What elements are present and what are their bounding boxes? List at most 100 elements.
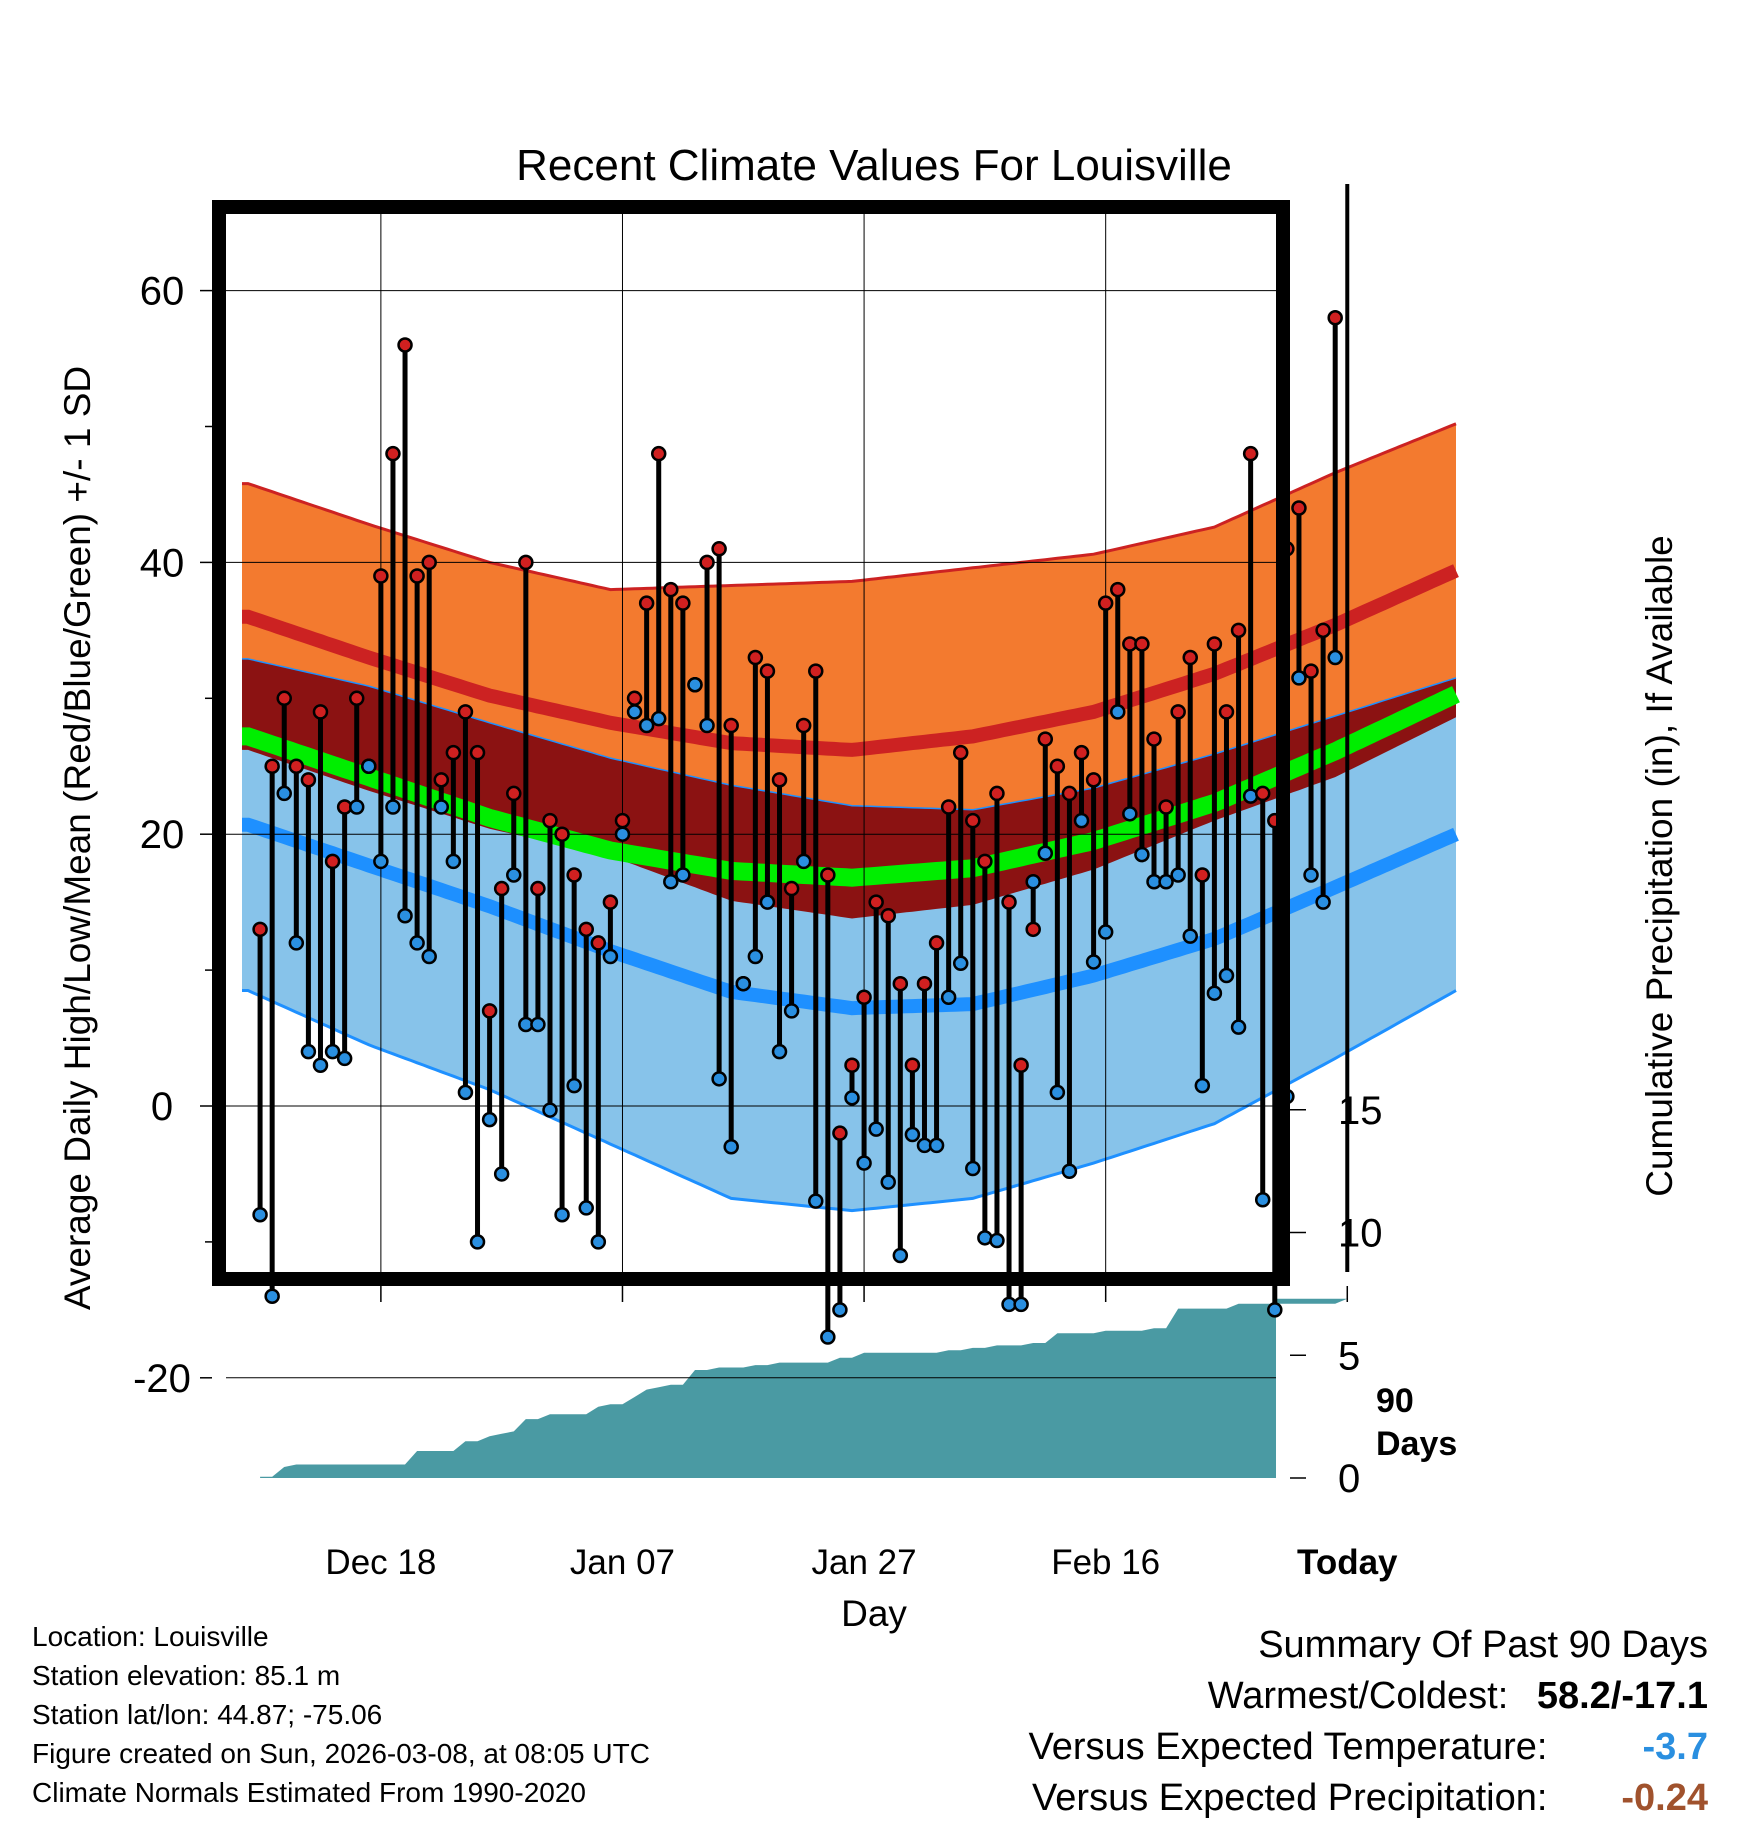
daily-low-point — [638, 717, 655, 734]
daily-low-point — [469, 1234, 486, 1250]
daily-low-point — [1254, 1192, 1271, 1208]
plot-frame — [212, 200, 1290, 1286]
daily-high-point — [542, 812, 558, 829]
daily-high-point — [397, 337, 413, 353]
daily-high-point — [506, 785, 522, 802]
daily-low-point — [1170, 867, 1186, 883]
x-tick-label: Jan 07 — [570, 1543, 675, 1582]
daily-low-point — [711, 1071, 727, 1087]
daily-low-point — [1013, 1296, 1029, 1313]
daily-high-point — [916, 975, 933, 992]
daily-high-point — [723, 717, 739, 734]
daily-low-point — [1315, 894, 1331, 910]
y-tick-label: 60 — [140, 270, 185, 314]
elevation-text: Station elevation: 85.1 m — [32, 1660, 341, 1691]
station-metadata: Location: Louisville Station elevation: … — [32, 1617, 650, 1812]
daily-low-point — [820, 1329, 836, 1345]
daily-high-point — [590, 935, 607, 951]
daily-high-point — [264, 758, 280, 774]
normals-text: Climate Normals Estimated From 1990-2020 — [32, 1777, 586, 1808]
daily-low-point — [783, 1003, 800, 1019]
daily-low-point — [312, 1057, 329, 1073]
summary-heading: Summary Of Past 90 Days — [1258, 1624, 1708, 1666]
daily-low-point — [1158, 874, 1174, 890]
daily-high-point — [880, 907, 896, 924]
x-tick-label: Today — [1297, 1543, 1398, 1582]
daily-high-point — [1025, 921, 1041, 938]
daily-low-point — [530, 1016, 546, 1033]
daily-low-point — [892, 1247, 909, 1264]
daily-low-point — [1025, 874, 1041, 890]
daily-high-point — [1327, 310, 1343, 326]
daily-high-point — [445, 744, 462, 761]
x-tick-label: Feb 16 — [1051, 1543, 1160, 1582]
daily-low-point — [832, 1302, 848, 1318]
x-tick-label: Jan 27 — [812, 1543, 917, 1582]
daily-low-point — [324, 1043, 341, 1060]
daily-high-point — [252, 921, 268, 938]
daily-low-point — [735, 975, 752, 992]
daily-high-point — [928, 935, 945, 951]
daily-low-point — [397, 907, 413, 924]
daily-high-point — [457, 704, 474, 720]
daily-high-point — [977, 853, 993, 870]
daily-high-point — [1134, 636, 1150, 652]
daily-low-point — [650, 710, 667, 727]
daily-low-point — [808, 1193, 824, 1209]
daily-high-point — [783, 880, 800, 897]
daily-low-point — [1085, 954, 1102, 970]
daily-low-point — [578, 1200, 594, 1216]
daily-low-point — [856, 1155, 872, 1171]
daily-low-point — [373, 853, 389, 870]
daily-low-point — [445, 853, 462, 870]
y2-tick-label: 15 — [1338, 1089, 1383, 1133]
daily-low-point — [965, 1160, 981, 1177]
daily-low-point — [1291, 670, 1307, 686]
daily-high-point — [1194, 867, 1211, 883]
daily-high-point — [1110, 581, 1126, 598]
daily-high-point — [421, 554, 437, 571]
daily-low-point — [614, 826, 631, 842]
daily-low-point — [1049, 1084, 1066, 1101]
daily-high-point — [795, 717, 812, 734]
daily-high-point — [699, 554, 715, 571]
daily-low-point — [1206, 985, 1223, 1001]
daily-low-point — [771, 1043, 788, 1060]
daily-low-point — [457, 1084, 474, 1101]
low-upper-line — [242, 658, 1457, 811]
daily-low-point — [1097, 924, 1114, 940]
daily-low-point — [336, 1050, 353, 1067]
daily-high-point — [868, 894, 884, 910]
daily-high-point — [663, 581, 679, 598]
y2-tick-label: 10 — [1338, 1212, 1383, 1256]
daily-low-point — [1061, 1163, 1078, 1179]
daily-high-point — [820, 867, 836, 883]
daily-high-point — [1158, 799, 1174, 815]
latlon-text: Station lat/lon: 44.87; -75.06 — [32, 1699, 383, 1730]
daily-high-point — [385, 445, 401, 462]
daily-high-point — [578, 921, 594, 938]
daily-high-point — [324, 853, 341, 870]
daily-low-point — [300, 1043, 317, 1060]
daily-low-point — [409, 935, 425, 951]
daily-low-point — [880, 1174, 896, 1190]
daily-high-point — [1146, 731, 1162, 747]
daily-high-point — [1291, 500, 1307, 516]
daily-high-point — [276, 690, 292, 707]
daily-high-point — [904, 1057, 921, 1073]
daily-low-point — [481, 1111, 498, 1128]
x-tick-label: Dec 18 — [325, 1543, 436, 1582]
daily-high-point — [288, 758, 305, 774]
daily-high-point — [602, 894, 619, 910]
y2-tick-label: 0 — [1338, 1457, 1360, 1501]
created-text: Figure created on Sun, 2026-03-08, at 08… — [32, 1738, 650, 1769]
daily-low-point — [1218, 967, 1235, 984]
daily-low-point — [1037, 845, 1054, 861]
daily-high-point — [808, 663, 824, 679]
daily-high-point — [747, 649, 764, 666]
summary-precip: Versus Expected Precipitation: -0.24 — [1029, 1773, 1708, 1824]
daily-high-point — [626, 690, 643, 707]
daily-high-point — [711, 541, 727, 557]
summary-temp: Versus Expected Temperature: -3.7 — [1029, 1722, 1708, 1773]
daily-high-point — [759, 663, 776, 679]
